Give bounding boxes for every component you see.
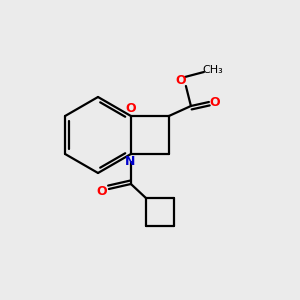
Text: N: N [125, 154, 135, 167]
Text: O: O [126, 103, 136, 116]
Text: CH₃: CH₃ [202, 65, 223, 75]
Text: O: O [97, 184, 107, 197]
Text: O: O [176, 74, 186, 86]
Text: O: O [210, 95, 220, 109]
